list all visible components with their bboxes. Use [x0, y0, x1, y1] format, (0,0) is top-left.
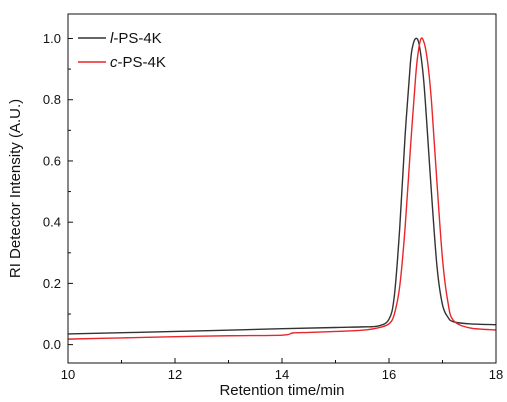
series-layer [68, 38, 496, 339]
y-tick-label: 1.0 [43, 31, 61, 46]
y-axis-title: RI Detector Intensity (A.U.) [7, 99, 24, 278]
x-tick-label: 10 [61, 367, 75, 382]
y-tick-label: 0.4 [43, 215, 61, 230]
y-tick-label: 0.0 [43, 337, 61, 352]
x-tick-label: 16 [382, 367, 396, 382]
legend: l-PS-4K c-PS-4K [78, 30, 166, 71]
y-tick-label: 0.6 [43, 153, 61, 168]
x-tick-label: 12 [168, 367, 182, 382]
y-tick-label: 0.2 [43, 276, 61, 291]
x-tick-label: 14 [275, 367, 289, 382]
x-axis-title: Retention time/min [219, 382, 344, 399]
series-line-1 [68, 38, 496, 334]
x-tick-label: 18 [489, 367, 503, 382]
legend-label-2: c-PS-4K [110, 54, 166, 71]
legend-label-1: l-PS-4K [110, 30, 162, 47]
x-axis-ticks: 10 12 14 16 18 [61, 358, 503, 382]
y-tick-label: 0.8 [43, 92, 61, 107]
